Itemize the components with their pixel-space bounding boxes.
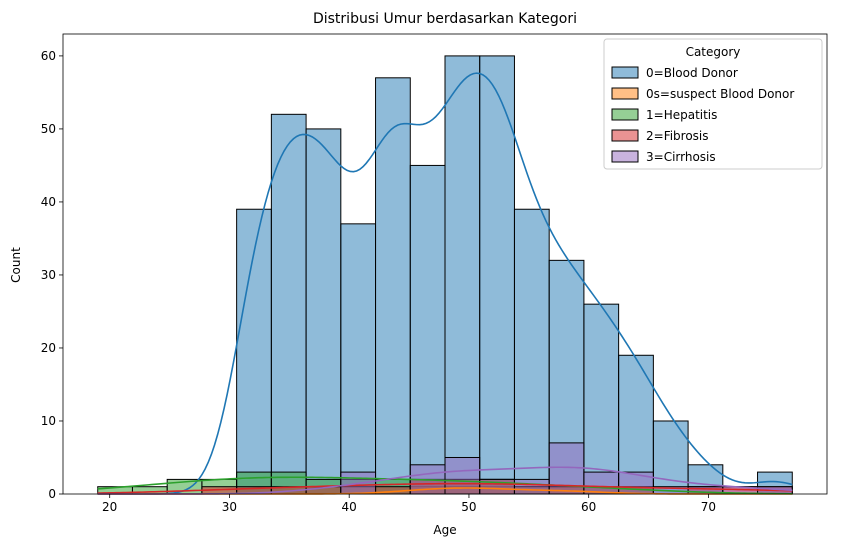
x-axis-label: Age — [433, 523, 456, 537]
bar-series-0-bin-9 — [409, 164, 446, 495]
bar-series-0-bin-10 — [444, 55, 481, 495]
bar-series-0-bin-4 — [236, 208, 272, 495]
y-axis-label: Count — [9, 247, 23, 283]
legend: Category 0=Blood Donor 0s=suspect Blood Do… — [603, 38, 823, 170]
plot-frame — [62, 33, 828, 495]
legend-label-1: 0s=suspect Blood Donor — [646, 87, 794, 101]
legend-swatch-3 — [611, 129, 639, 142]
kde-curve-series-2 — [97, 476, 793, 495]
bar-series-0-bin-7 — [340, 223, 377, 495]
legend-box — [603, 38, 823, 170]
x-tick-label-3: 50 — [461, 500, 476, 514]
x-tick-label-0: 20 — [102, 500, 117, 514]
chart-title: Distribusi Umur berdasarkan Kategori — [313, 11, 577, 27]
legend-label-4: 3=Cirrhosis — [646, 150, 716, 164]
bar-series-4-bin-14 — [583, 471, 620, 495]
y-tick-label-1: 10 — [41, 414, 56, 428]
x-tick-label-5: 70 — [701, 500, 716, 514]
legend-label-3: 2=Fibrosis — [646, 129, 709, 143]
legend-swatch-2 — [611, 108, 639, 121]
y-tick-label-5: 50 — [41, 122, 56, 136]
bar-series-0-bin-6 — [305, 128, 342, 495]
legend-title: Category — [686, 45, 741, 59]
bar-series-0-bin-5 — [270, 113, 307, 495]
bar-series-0-bin-12 — [513, 208, 550, 495]
legend-swatch-1 — [611, 87, 639, 100]
kde-curve-series-3 — [97, 482, 793, 494]
bar-series-0-bin-8 — [375, 77, 411, 495]
legend-label-2: 1=Hepatitis — [646, 108, 717, 122]
x-tick-label-1: 30 — [222, 500, 237, 514]
y-tick-label-4: 40 — [41, 195, 56, 209]
bar-series-4-bin-12 — [513, 478, 550, 495]
x-tick-label-4: 60 — [581, 500, 596, 514]
y-tick-label-0: 0 — [48, 487, 56, 501]
legend-swatch-4 — [611, 150, 639, 163]
y-tick-label-6: 60 — [41, 49, 56, 63]
y-axis-ticks: 0 10 20 30 40 50 60 — [41, 49, 63, 501]
legend-swatch-0 — [611, 66, 639, 79]
bar-series-0-bin-11 — [479, 55, 515, 495]
x-tick-label-2: 40 — [342, 500, 357, 514]
bar-series-0-bin-16 — [652, 420, 689, 495]
bar-series-0-bin-14 — [583, 303, 620, 495]
kde-curve-series-0 — [97, 72, 793, 495]
y-tick-label-3: 30 — [41, 268, 56, 282]
legend-label-0: 0=Blood Donor — [646, 66, 738, 80]
x-axis-ticks: 20 30 40 50 60 70 — [102, 494, 716, 514]
y-tick-label-2: 20 — [41, 341, 56, 355]
